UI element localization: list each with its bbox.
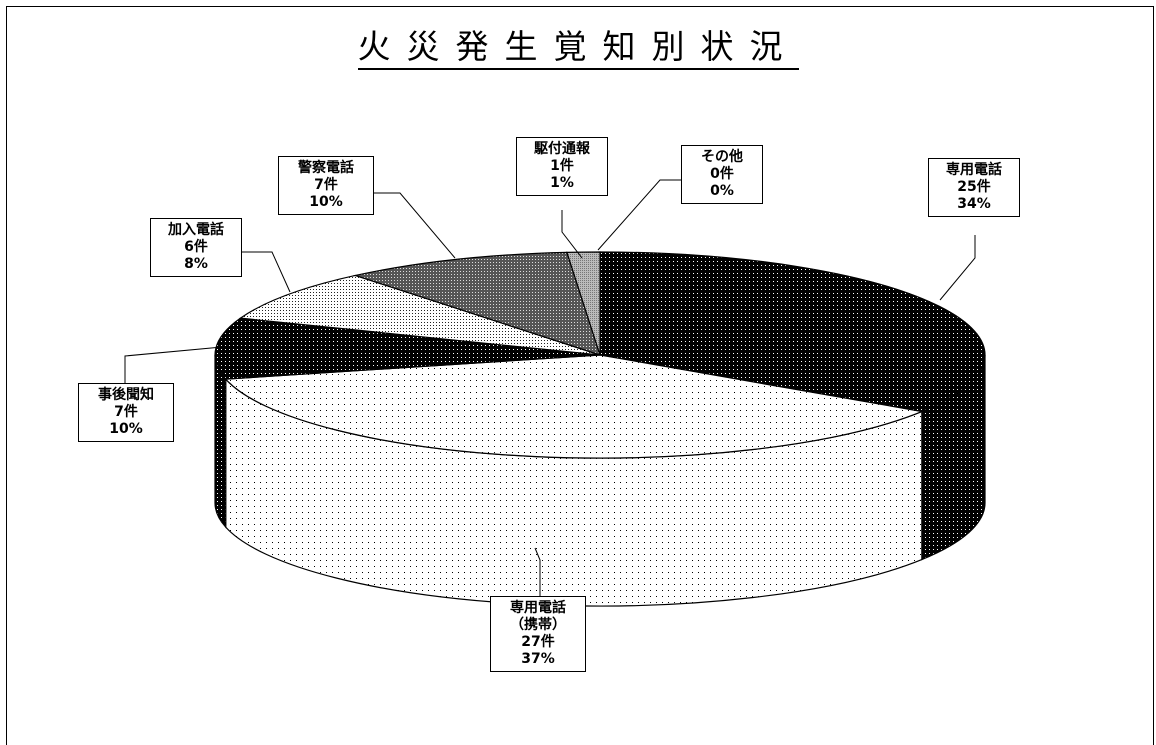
pie-tops <box>214 251 986 459</box>
leader-line-事後聞知 <box>124 346 223 383</box>
slice-label-count: 0件 <box>710 166 734 182</box>
slice-label-警察電話: 警察電話 7件 10% <box>278 156 374 215</box>
slice-label-事後聞知: 事後聞知 7件 10% <box>78 383 174 442</box>
leader-line-加入電話 <box>242 251 291 293</box>
slice-label-percent: 0% <box>710 183 734 199</box>
slice-label-name: 警察電話 <box>298 160 354 176</box>
slice-label-percent: 10% <box>109 421 143 437</box>
slice-label-その他: その他 0件 0% <box>681 145 763 204</box>
slice-label-count: 27件 <box>521 634 555 650</box>
slice-label-name: 専用電話 <box>510 600 566 616</box>
slice-label-percent: 1% <box>550 175 574 191</box>
leader-line-駆付通報 <box>561 210 583 259</box>
leader-line-専用電話 <box>939 235 976 301</box>
slice-label-専用電話（携帯）: 専用電話 （携帯） 27件 37% <box>490 596 586 672</box>
slice-label-加入電話: 加入電話 6件 8% <box>150 218 242 277</box>
slice-label-count: 1件 <box>550 158 574 174</box>
slice-label-name: （携帯） <box>510 617 566 633</box>
slice-label-駆付通報: 駆付通報 1件 1% <box>516 137 608 196</box>
pie-slice-警察電話 <box>353 251 601 356</box>
slice-label-percent: 10% <box>309 194 343 210</box>
pie-slice-事後聞知 <box>214 317 601 380</box>
slice-label-name: 駆付通報 <box>534 141 590 157</box>
slice-label-count: 6件 <box>184 239 208 255</box>
pie-slice-駆付通報 <box>566 251 601 356</box>
slice-label-name: 加入電話 <box>168 222 224 238</box>
chart-frame <box>6 6 1154 745</box>
leader-line-その他 <box>597 179 681 251</box>
leader-line-警察電話 <box>374 192 456 259</box>
leader-line-専用電話（携帯） <box>534 547 541 596</box>
slice-label-name: その他 <box>701 149 743 165</box>
slice-label-count: 7件 <box>314 177 338 193</box>
slice-label-percent: 34% <box>957 196 991 212</box>
slice-label-count: 7件 <box>114 404 138 420</box>
slice-label-name: 事後聞知 <box>98 387 154 403</box>
pie-slice-専用電話（携帯） <box>224 354 924 459</box>
leader-lines <box>124 179 976 596</box>
slice-label-percent: 37% <box>521 651 555 667</box>
pie-sides <box>214 354 986 607</box>
slice-label-percent: 8% <box>184 256 208 272</box>
pie-slice-加入電話 <box>238 274 601 356</box>
slice-label-専用電話: 専用電話 25件 34% <box>928 158 1020 217</box>
chart-title: 火災発生覚知別状況 <box>0 20 1156 70</box>
slice-label-count: 25件 <box>957 179 991 195</box>
slice-label-name: 専用電話 <box>946 162 1002 178</box>
pie-side-事後聞知 <box>214 354 227 529</box>
